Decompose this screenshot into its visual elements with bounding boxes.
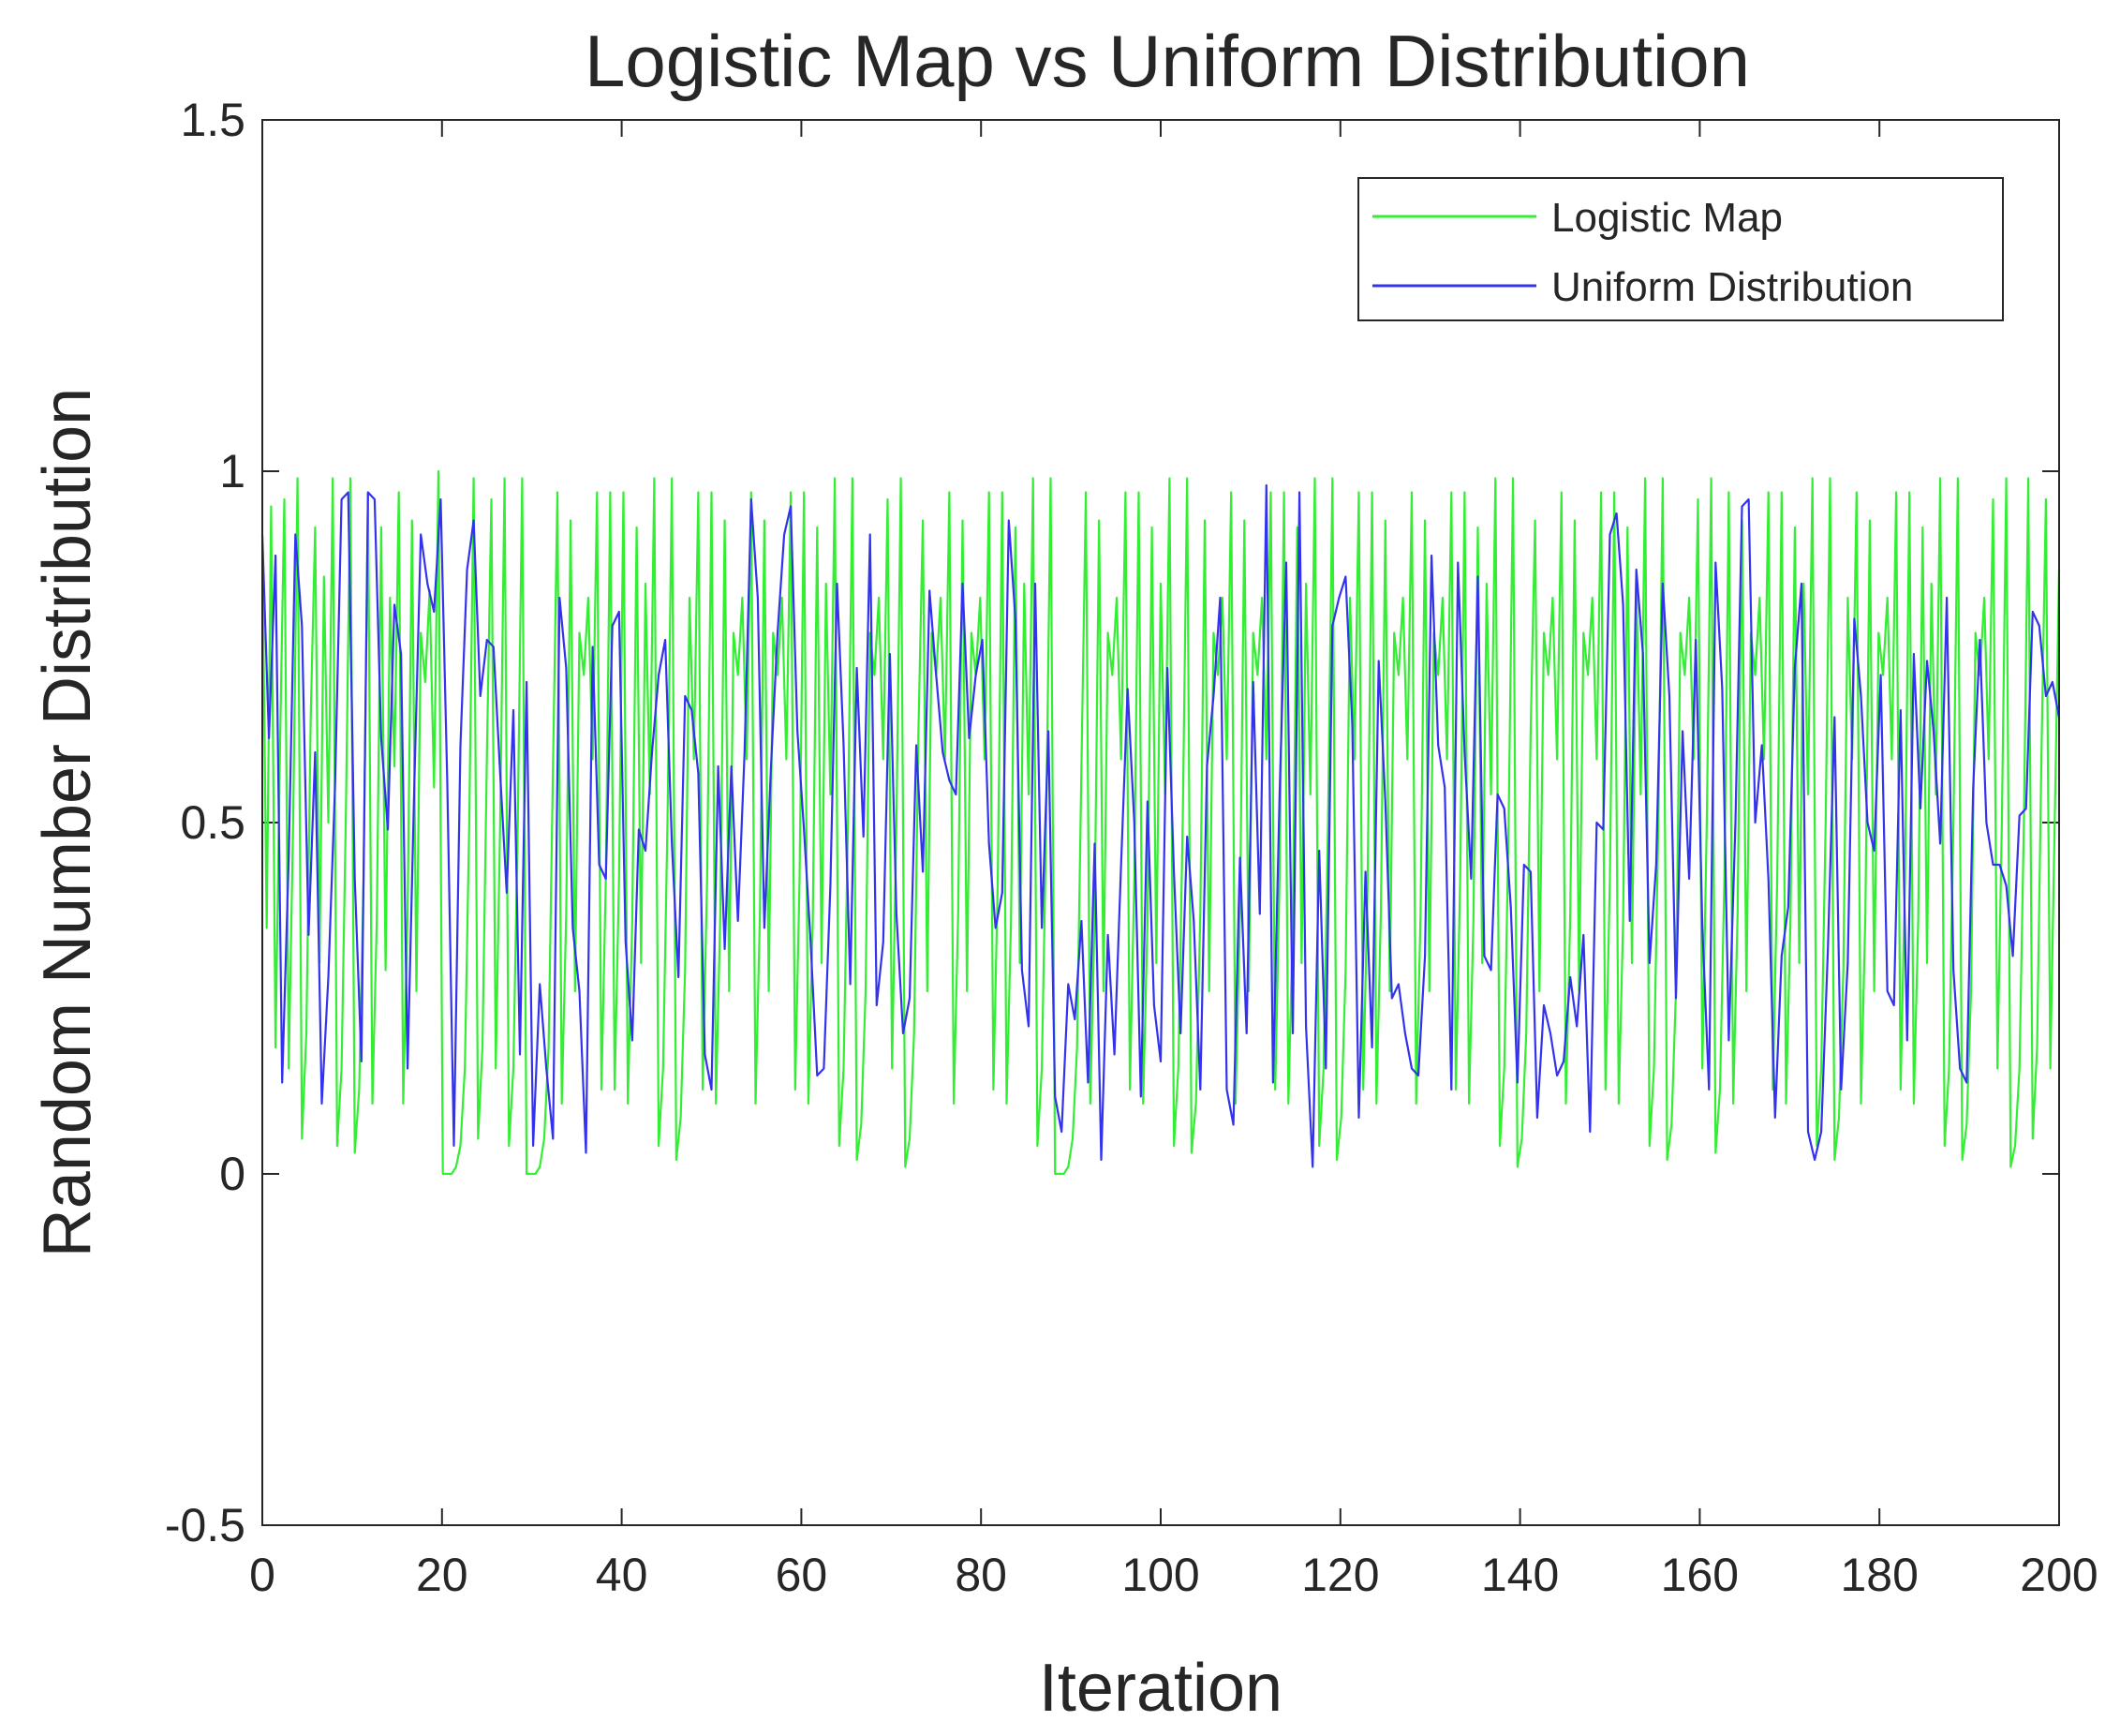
- x-tick-label: 0: [249, 1549, 275, 1601]
- y-tick-label: 1.5: [180, 94, 245, 146]
- y-tick-label: -0.5: [165, 1499, 245, 1551]
- chart-title: Logistic Map vs Uniform Distribution: [585, 20, 1750, 102]
- legend-label-uniform-distribution: Uniform Distribution: [1551, 264, 1913, 310]
- series-line-uniform-distribution: [260, 483, 2061, 1168]
- x-tick-label: 40: [596, 1549, 648, 1601]
- y-tick-labels: -0.5 0 0.5 1 1.5: [165, 94, 245, 1551]
- x-tick-label: 20: [416, 1549, 468, 1601]
- x-tick-label: 140: [1481, 1549, 1559, 1601]
- series-line-logistic-map: [260, 469, 2061, 1176]
- x-tick-label: 80: [955, 1549, 1007, 1601]
- y-tick-label: 0.5: [180, 796, 245, 849]
- x-tick-label: 100: [1121, 1549, 1199, 1601]
- x-tick-label: 200: [2020, 1549, 2098, 1601]
- x-tick-label: 160: [1661, 1549, 1739, 1601]
- legend-box: [1357, 177, 2004, 321]
- x-tick-labels: 0 20 40 60 80 100 120 140 160 180 200: [249, 1549, 2098, 1601]
- plot-frame: [261, 119, 2060, 1526]
- y-tick-label: 0: [219, 1148, 245, 1200]
- y-tick-label: 1: [219, 445, 245, 497]
- x-tick-label: 120: [1301, 1549, 1379, 1601]
- x-tick-label: 180: [1840, 1549, 1918, 1601]
- legend: Logistic Map Uniform Distribution: [1357, 177, 2004, 321]
- legend-label-logistic-map: Logistic Map: [1551, 195, 1783, 241]
- y-axis-label: Random Number Distribution: [30, 388, 105, 1257]
- x-axis-label: Iteration: [1039, 1651, 1282, 1726]
- x-tick-label: 60: [776, 1549, 828, 1601]
- series-lines: [260, 469, 2061, 1176]
- plot-area: [262, 120, 2059, 1525]
